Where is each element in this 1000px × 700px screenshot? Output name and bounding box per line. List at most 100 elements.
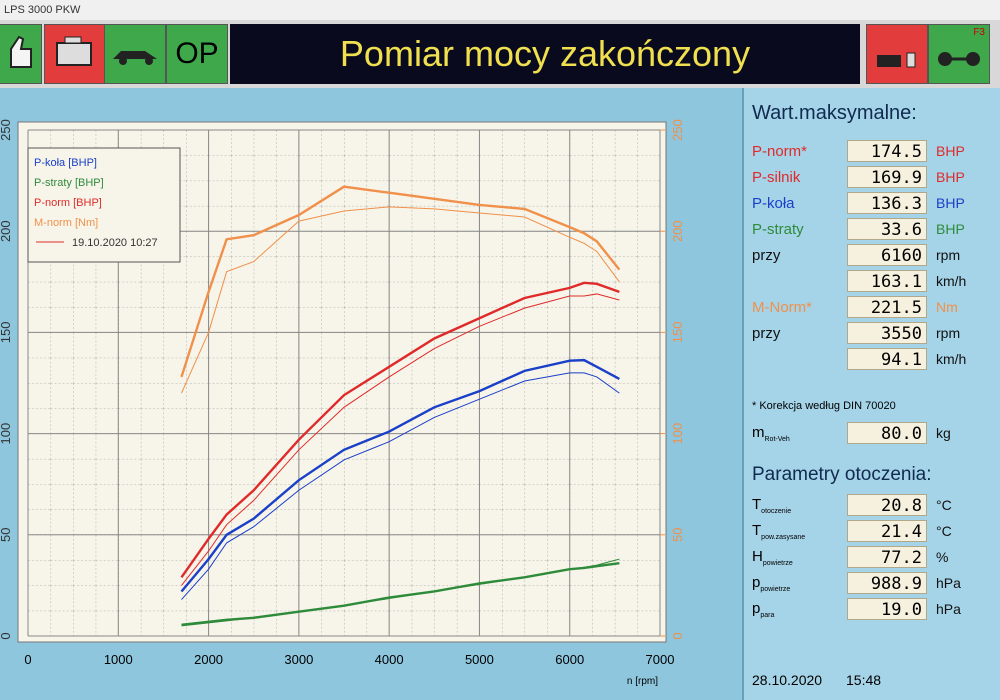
y2-tick-label: 200 bbox=[670, 220, 685, 242]
value-box: 988.9 bbox=[847, 572, 927, 594]
x-tick-label: 3000 bbox=[284, 652, 313, 667]
symbol: ppara bbox=[752, 600, 775, 619]
footer-time: 15:48 bbox=[846, 672, 882, 688]
x-axis-label: n [rpm] bbox=[627, 676, 658, 687]
symbol-sub: para bbox=[760, 612, 775, 619]
value-box: 221.5 bbox=[847, 296, 927, 318]
car-button[interactable] bbox=[104, 24, 166, 84]
status-display: Pomiar mocy zakończony bbox=[230, 24, 860, 84]
red-button[interactable] bbox=[866, 24, 928, 84]
x-tick-label: 2000 bbox=[194, 652, 223, 667]
symbol-sub: powietrze bbox=[760, 586, 791, 593]
row-label: przy bbox=[752, 247, 781, 264]
series-line bbox=[180, 358, 620, 593]
unit: Nm bbox=[936, 299, 958, 315]
unit: hPa bbox=[936, 601, 961, 617]
thumb-button[interactable] bbox=[0, 24, 42, 84]
row-label: przy bbox=[752, 325, 781, 342]
value-box: 33.6 bbox=[847, 218, 927, 240]
value-box: 163.1 bbox=[847, 270, 927, 292]
legend-entry: P-straty [BHP] bbox=[34, 177, 104, 189]
value-box: 21.4 bbox=[847, 520, 927, 542]
x-tick-label: 7000 bbox=[646, 652, 675, 667]
legend-entry: P-koła [BHP] bbox=[34, 157, 97, 169]
toolbar: OP Pomiar mocy zakończony F3 bbox=[0, 20, 1000, 88]
legend-entry: M-norm [Nm] bbox=[34, 217, 98, 229]
x-tick-label: 0 bbox=[24, 652, 31, 667]
row-label: M-Norm* bbox=[752, 299, 812, 316]
op-button[interactable]: OP bbox=[166, 24, 228, 84]
value-box: 20.8 bbox=[847, 494, 927, 516]
row-label: P-koła bbox=[752, 195, 795, 212]
comparison-line bbox=[181, 206, 620, 394]
value-box: 77.2 bbox=[847, 546, 927, 568]
f-key-label: F3 bbox=[973, 27, 985, 38]
row-label: P-norm* bbox=[752, 143, 808, 160]
symbol-sub: otoczenie bbox=[761, 508, 792, 515]
y-tick-label: 150 bbox=[0, 322, 13, 344]
x-tick-label: 6000 bbox=[555, 652, 584, 667]
y-tick-label: 0 bbox=[0, 632, 13, 639]
series-line bbox=[181, 561, 620, 627]
value-box: 94.1 bbox=[847, 348, 927, 370]
title-bar: LPS 3000 PKW bbox=[0, 0, 1000, 20]
value-box: 19.0 bbox=[847, 598, 927, 620]
y-tick-label: 200 bbox=[0, 220, 13, 242]
symbol-sub: powietrze bbox=[762, 560, 793, 567]
value-box: 3550 bbox=[847, 322, 927, 344]
unit: °C bbox=[936, 497, 952, 513]
symbol: Tpow.zasysane bbox=[752, 522, 806, 541]
symbol-sub: Rot-Veh bbox=[764, 436, 790, 443]
row-label: P-silnik bbox=[752, 169, 801, 186]
y-tick-label: 100 bbox=[0, 423, 13, 445]
unit: BHP bbox=[936, 169, 965, 185]
engine-button[interactable] bbox=[44, 24, 106, 84]
unit: km/h bbox=[936, 273, 967, 289]
symbol: mRot-Veh bbox=[752, 424, 790, 443]
comparison-line bbox=[181, 293, 620, 586]
symbol: ppowietrze bbox=[752, 574, 791, 593]
y2-tick-label: 150 bbox=[670, 322, 685, 344]
value-box: 80.0 bbox=[847, 422, 927, 444]
unit: rpm bbox=[936, 325, 961, 341]
unit: BHP bbox=[936, 221, 965, 237]
unit: kg bbox=[936, 425, 951, 441]
unit: hPa bbox=[936, 575, 961, 591]
unit: rpm bbox=[936, 247, 961, 263]
value-box: 169.9 bbox=[847, 166, 927, 188]
note: * Korekcja według DIN 70020 bbox=[752, 400, 896, 412]
window-title: LPS 3000 PKW bbox=[4, 4, 81, 16]
unit: % bbox=[936, 549, 949, 565]
symbol: Hpowietrze bbox=[752, 548, 793, 567]
unit: °C bbox=[936, 523, 952, 539]
unit: km/h bbox=[936, 351, 967, 367]
env-title: Parametry otoczenia: bbox=[752, 464, 932, 485]
value-box: 174.5 bbox=[847, 140, 927, 162]
x-tick-label: 5000 bbox=[465, 652, 494, 667]
legend-entry: 19.10.2020 10:27 bbox=[72, 237, 158, 249]
f3-button[interactable]: F3 bbox=[928, 24, 990, 84]
y-tick-label: 250 bbox=[0, 119, 13, 141]
panel-title: Wart.maksymalne: bbox=[752, 102, 917, 124]
results-panel: Wart.maksymalne: P-norm* 174.5 BHP P-silnik 1… bbox=[742, 88, 1000, 700]
symbol-sub: pow.zasysane bbox=[761, 534, 806, 541]
y2-tick-label: 0 bbox=[670, 632, 685, 639]
legend-box bbox=[27, 147, 181, 263]
x-tick-label: 4000 bbox=[375, 652, 404, 667]
series-line bbox=[180, 281, 620, 578]
comparison-line bbox=[181, 372, 620, 600]
symbol: Totoczenie bbox=[752, 496, 792, 515]
y2-tick-label: 100 bbox=[670, 423, 685, 445]
y2-tick-label: 50 bbox=[670, 528, 685, 542]
y-tick-label: 50 bbox=[0, 528, 13, 542]
legend-entry: P-norm [BHP] bbox=[34, 197, 102, 209]
y2-tick-label: 250 bbox=[670, 119, 685, 141]
unit: BHP bbox=[936, 143, 965, 159]
value-box: 136.3 bbox=[847, 192, 927, 214]
footer-date: 28.10.2020 bbox=[752, 672, 823, 688]
x-tick-label: 1000 bbox=[104, 652, 133, 667]
row-label: P-straty bbox=[752, 221, 804, 238]
unit: BHP bbox=[936, 195, 965, 211]
